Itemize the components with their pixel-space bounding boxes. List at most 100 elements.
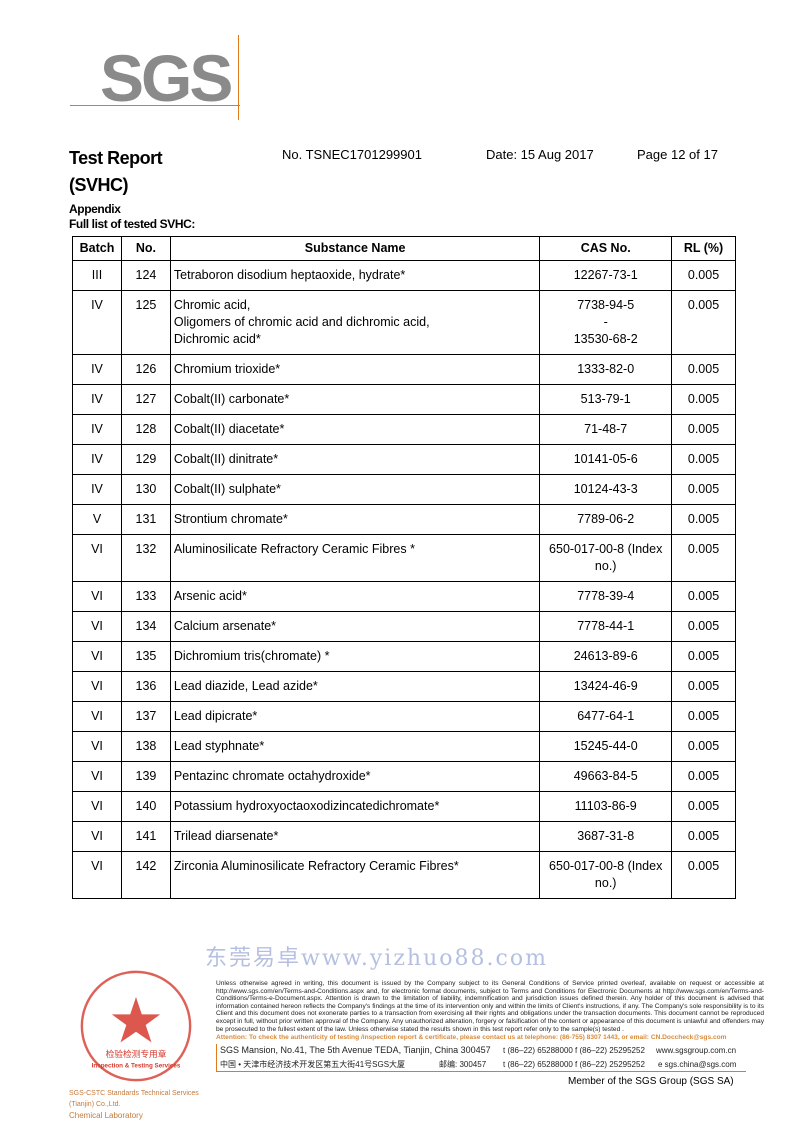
cell-cas: 7789-06-2	[539, 504, 673, 535]
cell-no: 132	[120, 534, 171, 582]
cell-batch: IV	[72, 384, 122, 415]
column-header-no: No.	[120, 236, 171, 261]
svg-text:检验检测专用章: 检验检测专用章	[106, 1048, 167, 1060]
cell-cas: 7778-39-4	[539, 581, 673, 612]
cell-name: Strontium chromate*	[169, 504, 541, 535]
cell-name: Cobalt(II) diacetate*	[169, 414, 541, 445]
cell-line: Zirconia Aluminosilicate Refractory Cera…	[173, 859, 459, 873]
cell-batch: IV	[72, 414, 122, 445]
cell-rl: 0.005	[671, 611, 736, 642]
cell-line: 24613-89-6	[573, 649, 638, 663]
table-row: VI 140 Potassium hydroxyoctaoxodizincatedi…	[72, 791, 736, 822]
report-title: Test Report (SVHC)	[69, 145, 163, 199]
cell-line: Strontium chromate*	[173, 512, 288, 526]
cell-cas: 10141-05-6	[539, 444, 673, 475]
cell-line: 49663-84-5	[573, 769, 638, 783]
phone-cn: t (86–22) 65288000 f (86–22) 25295252	[503, 1060, 645, 1070]
cell-line: 13424-46-9	[573, 679, 638, 693]
cell-no: 130	[120, 474, 171, 505]
cell-batch: IV	[72, 290, 122, 355]
cell-name: Cobalt(II) sulphate*	[169, 474, 541, 505]
cell-name: Trilead diarsenate*	[169, 821, 541, 852]
cell-name: Lead diazide, Lead azide*	[169, 671, 541, 702]
report-date: Date: 15 Aug 2017	[486, 147, 594, 162]
cell-cas: 650-017-00-8 (Index no.)	[539, 534, 673, 582]
official-stamp: 检验检测专用章 Inspection & Testing Services	[80, 970, 192, 1082]
report-number: No. TSNEC1701299901	[282, 147, 422, 162]
legal-disclaimer: Unless otherwise agreed in writing, this…	[216, 980, 764, 1033]
cell-line: 13530-68-2	[573, 332, 638, 346]
cell-cas: 7778-44-1	[539, 611, 673, 642]
appendix-heading: Appendix Full list of tested SVHC:	[69, 202, 195, 232]
appendix-title: Appendix	[69, 202, 121, 216]
table-row: IV 125 Chromic acid, Oligomers of chromic a…	[72, 290, 736, 355]
contact-email: e sgs.china@sgs.com	[658, 1060, 737, 1070]
cell-no: 136	[120, 671, 171, 702]
cell-no: 125	[120, 290, 171, 355]
cell-name: Chromium trioxide*	[169, 354, 541, 385]
cell-line: Arsenic acid*	[173, 589, 247, 603]
cell-batch: VI	[72, 701, 122, 732]
cell-rl: 0.005	[671, 444, 736, 475]
cell-line: Chromium trioxide*	[173, 362, 281, 376]
address-block: SGS Mansion, No.41, The 5th Avenue TEDA,…	[216, 1044, 746, 1073]
cell-line: Dichromic acid*	[173, 332, 261, 346]
cell-no: 124	[120, 260, 171, 291]
cell-rl: 0.005	[671, 504, 736, 535]
title-line2: (SVHC)	[69, 175, 129, 195]
cell-batch: VI	[72, 761, 122, 792]
cell-rl: 0.005	[671, 821, 736, 852]
cell-batch: V	[72, 504, 122, 535]
cell-cas: 15245-44-0	[539, 731, 673, 762]
cell-cas: 10124-43-3	[539, 474, 673, 505]
cell-name: Lead styphnate*	[169, 731, 541, 762]
cell-rl: 0.005	[671, 671, 736, 702]
cell-batch: VI	[72, 534, 122, 582]
cell-name: Tetraboron disodium heptaoxide, hydrate*	[169, 260, 541, 291]
cell-cas: 513-79-1	[539, 384, 673, 415]
cell-line: no.)	[594, 876, 617, 890]
cell-batch: VI	[72, 611, 122, 642]
cell-line: 7778-39-4	[577, 589, 635, 603]
table-row: VI 134 Calcium arsenate* 7778-44-1 0.005	[72, 611, 736, 642]
column-header-name: Substance Name	[169, 236, 541, 261]
cell-name: Calcium arsenate*	[169, 611, 541, 642]
cell-rl: 0.005	[671, 791, 736, 822]
table-row: IV 128 Cobalt(II) diacetate* 71-48-7 0.005	[72, 414, 736, 445]
cell-batch: IV	[72, 354, 122, 385]
cell-rl: 0.005	[671, 731, 736, 762]
cell-line: no.)	[594, 559, 617, 573]
logo-text: SGS	[100, 41, 233, 115]
cell-no: 138	[120, 731, 171, 762]
address-cn: 中国 • 天津市经济技术开发区第五大街41号SGS大厦	[220, 1060, 406, 1070]
table-row: IV 129 Cobalt(II) dinitrate* 10141-05-6 0.00…	[72, 444, 736, 475]
cell-rl: 0.005	[671, 851, 736, 899]
table-row: III 124 Tetraboron disodium heptaoxide, hy…	[72, 260, 736, 291]
table-row: IV 130 Cobalt(II) sulphate* 10124-43-3 0.005	[72, 474, 736, 505]
cell-cas: 6477-64-1	[539, 701, 673, 732]
cell-rl: 0.005	[671, 414, 736, 445]
cell-cas: 24613-89-6	[539, 641, 673, 672]
cell-line: 12267-73-1	[573, 268, 638, 282]
svhc-table: Batch No. Substance Name CAS No. RL (%) III 1…	[72, 236, 736, 899]
cell-batch: VI	[72, 821, 122, 852]
cell-rl: 0.005	[671, 641, 736, 672]
table-row: VI 141 Trilead diarsenate* 3687-31-8 0.005	[72, 821, 736, 852]
cell-rl: 0.005	[671, 761, 736, 792]
cell-line: 7778-44-1	[577, 619, 635, 633]
cell-cas: 49663-84-5	[539, 761, 673, 792]
lab-line2: Chemical Laboratory	[69, 1111, 143, 1120]
table-row: V 131 Strontium chromate* 7789-06-2 0.005	[72, 504, 736, 535]
doccheck-email-link[interactable]: CN.Doccheck@sgs.com	[650, 1034, 727, 1042]
cell-no: 126	[120, 354, 171, 385]
page-number: Page 12 of 17	[637, 147, 718, 162]
cell-cas: 71-48-7	[539, 414, 673, 445]
cell-line: 10141-05-6	[573, 452, 638, 466]
cell-line: 7738-94-5	[577, 298, 635, 312]
postcode-cn: 邮编: 300457	[439, 1060, 487, 1070]
cell-no: 140	[120, 791, 171, 822]
cell-name: Dichromium tris(chromate) *	[169, 641, 541, 672]
table-row: VI 137 Lead dipicrate* 6477-64-1 0.005	[72, 701, 736, 732]
cell-line: Cobalt(II) diacetate*	[173, 422, 285, 436]
website: www.sgsgroup.com.cn	[656, 1046, 737, 1056]
